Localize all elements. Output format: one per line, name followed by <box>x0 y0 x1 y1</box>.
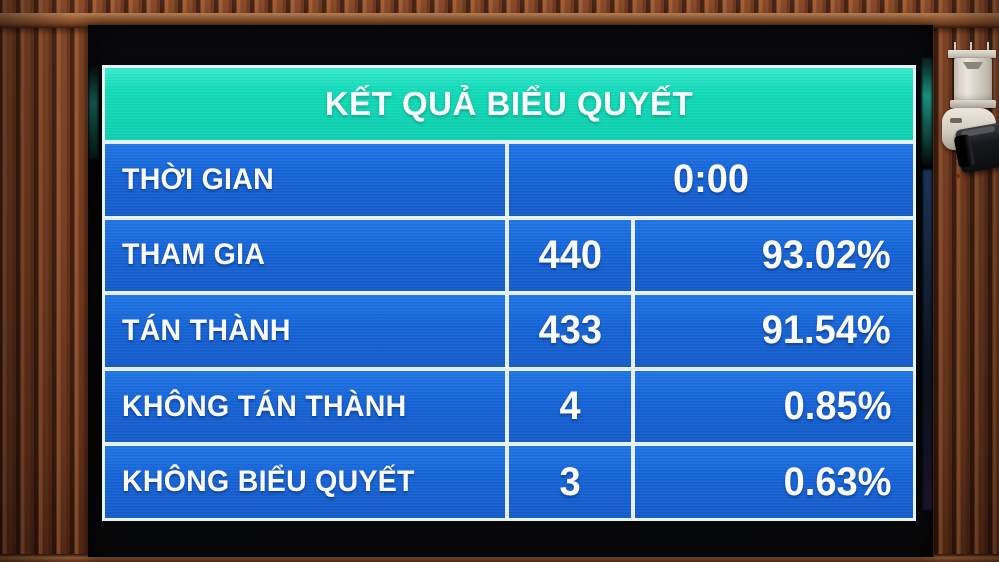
wood-top-rail <box>0 13 999 28</box>
khong-tan-thanh-label: KHÔNG TÁN THÀNH <box>122 389 407 423</box>
tham-gia-percent-cell: 93.02% <box>635 219 913 292</box>
tham-gia-percent: 93.02% <box>762 232 891 277</box>
khong-bieu-quyet-count: 3 <box>559 459 581 504</box>
tan-thanh-count-cell: 433 <box>509 295 631 367</box>
camera-flange <box>950 100 996 108</box>
wood-bottom-rail <box>0 554 999 562</box>
khong-tan-thanh-percent: 0.85% <box>783 384 891 429</box>
tan-thanh-label-cell: TÁN THÀNH <box>105 295 505 367</box>
voting-results-board: KẾT QUẢ BIỂU QUYẾT THỜI GIAN 0:00 THAM G… <box>102 65 916 521</box>
camera-lens-face <box>953 133 975 169</box>
camera-pin <box>970 42 972 51</box>
khong-bieu-quyet-label: KHÔNG BIỂU QUYẾT <box>122 465 415 499</box>
row-tan-thanh: TÁN THÀNH 433 91.54% <box>105 295 913 367</box>
tan-thanh-percent-cell: 91.54% <box>635 295 913 367</box>
camera-lens-body <box>953 122 999 174</box>
time-value: 0:00 <box>672 157 750 202</box>
time-label-cell: THỜI GIAN <box>105 144 505 216</box>
tham-gia-count-cell: 440 <box>509 219 631 292</box>
row-khong-bieu-quyet: KHÔNG BIỂU QUYẾT 3 0.63% <box>105 446 913 518</box>
khong-bieu-quyet-percent-cell: 0.63% <box>635 446 913 518</box>
khong-tan-thanh-percent-cell: 0.85% <box>635 370 913 443</box>
khong-bieu-quyet-label-cell: KHÔNG BIỂU QUYẾT <box>105 446 505 518</box>
tham-gia-count: 440 <box>538 232 602 277</box>
tan-thanh-label: TÁN THÀNH <box>122 313 291 347</box>
camera-pin <box>987 42 989 51</box>
row-khong-tan-thanh: KHÔNG TÁN THÀNH 4 0.85% <box>105 370 913 443</box>
khong-tan-thanh-count-cell: 4 <box>509 370 631 443</box>
tham-gia-label: THAM GIA <box>122 238 266 272</box>
tan-thanh-percent: 91.54% <box>762 308 891 353</box>
row-time: THỜI GIAN 0:00 <box>105 144 913 216</box>
board-title-text: KẾT QUẢ BIỂU QUYẾT <box>324 85 694 122</box>
khong-tan-thanh-label-cell: KHÔNG TÁN THÀNH <box>105 370 505 443</box>
camera-red-dot <box>964 178 967 181</box>
camera-pin <box>954 42 956 51</box>
time-label: THỜI GIAN <box>122 162 274 196</box>
khong-bieu-quyet-percent: 0.63% <box>783 459 891 504</box>
cctv-camera <box>940 42 999 192</box>
khong-tan-thanh-count: 4 <box>559 384 581 429</box>
time-value-cell: 0:00 <box>509 144 913 216</box>
board-title: KẾT QUẢ BIỂU QUYẾT <box>105 68 913 140</box>
tham-gia-label-cell: THAM GIA <box>105 219 505 292</box>
camera-bracket-slot <box>950 118 962 123</box>
camera-red-dot <box>956 174 960 178</box>
camera-vent <box>963 62 983 69</box>
camera-mount-plate <box>948 50 996 58</box>
tan-thanh-count: 433 <box>538 308 602 353</box>
khong-bieu-quyet-count-cell: 3 <box>509 446 631 518</box>
camera-head-unit <box>954 58 992 102</box>
row-tham-gia: THAM GIA 440 93.02% <box>105 219 913 292</box>
